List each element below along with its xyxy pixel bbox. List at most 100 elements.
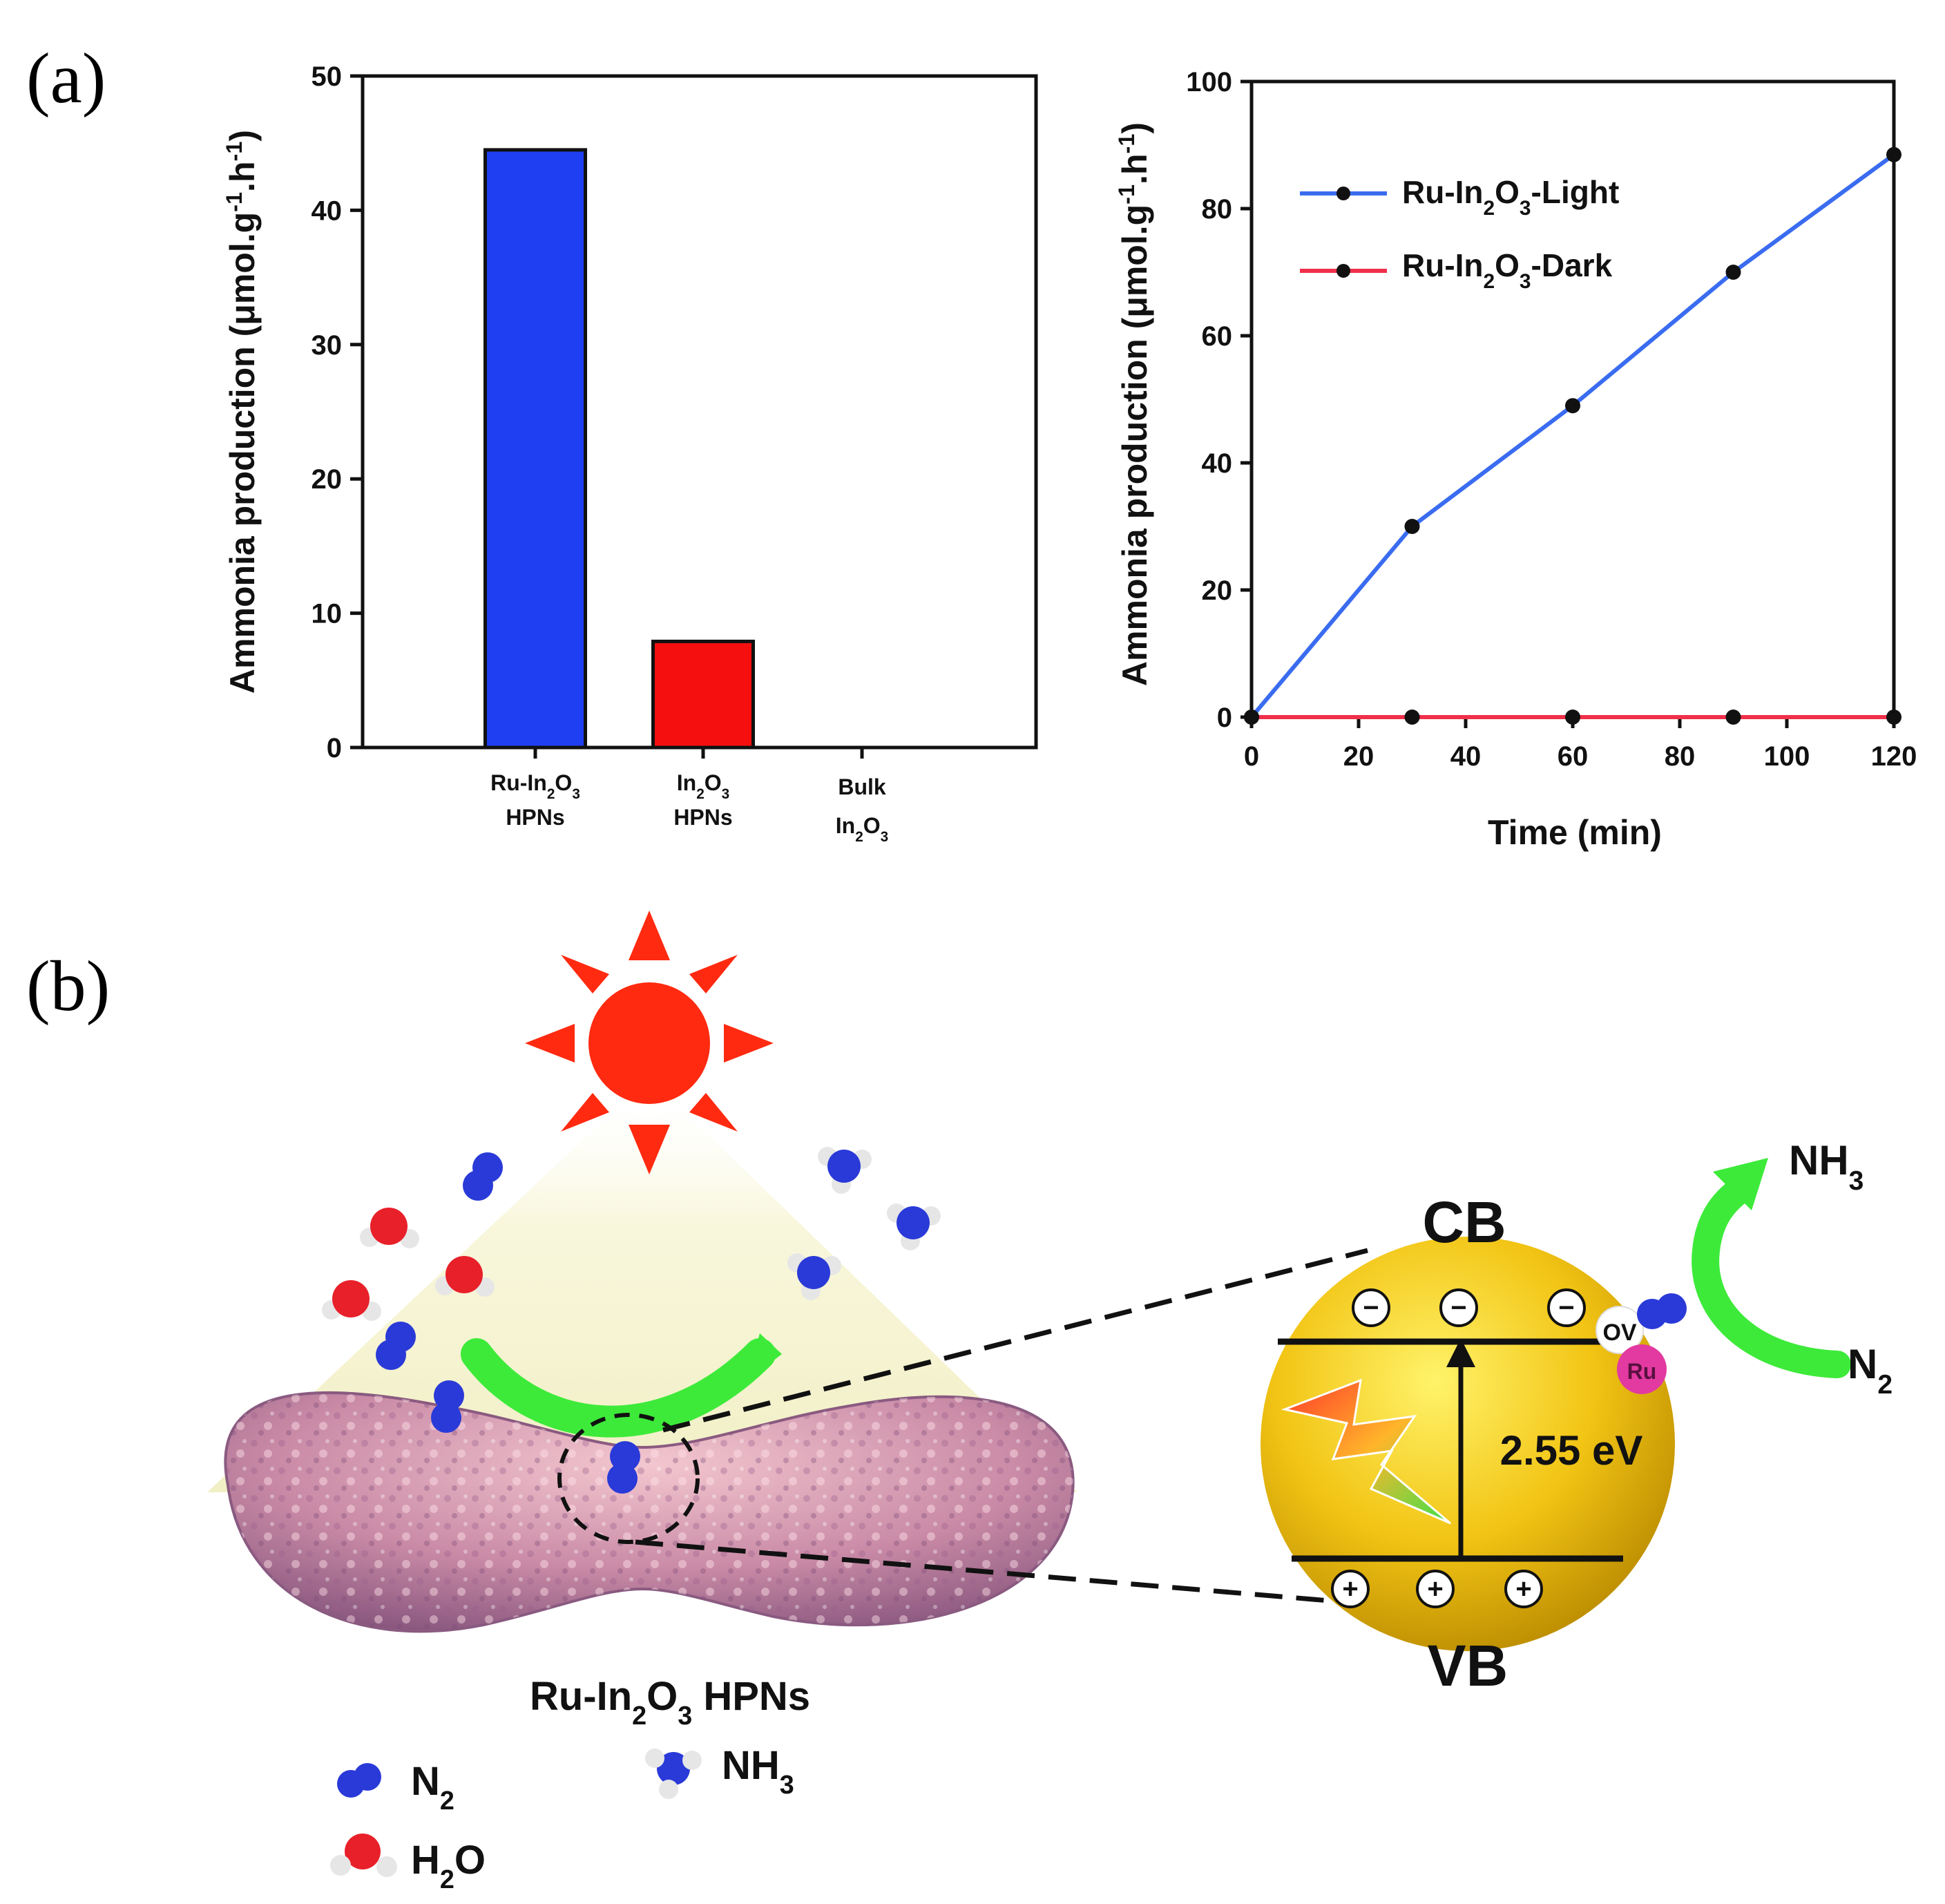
legend-nh3-label: NH3 [722,1743,794,1799]
nh3-molecule-icon [887,1203,941,1250]
legend-n2-icon [337,1763,381,1798]
oxygen-vacancy-marker [1596,1306,1644,1354]
bar-y-tick-label: 40 [312,196,343,226]
bar-bars [483,148,755,750]
ruthenium-label: Ru [1627,1359,1657,1384]
bar [651,639,755,750]
reaction-arc-arrow [461,1338,776,1438]
reactant-label: N2 [1848,1341,1893,1400]
diagram-legend: N2 NH3 H2O [330,1743,794,1894]
legend-n2-label: N2 [411,1759,454,1815]
charges: − − − + + + [1331,1288,1586,1608]
bar-y-axis-title: Ammonia production (μmol.g-1.h-1) [222,130,262,694]
electron-icon: − [1439,1288,1478,1327]
legend-h2o-icon [330,1834,397,1877]
bar-y-ticks: 0 10 20 30 40 50 [312,61,363,763]
line-x-tick-label: 20 [1343,741,1374,772]
h2o-molecule-icon [322,1280,381,1321]
svg-text:+: + [1427,1574,1443,1604]
svg-text:−: − [1450,1293,1466,1323]
n2-molecule-icon [431,1380,464,1433]
line-y-tick-label: 20 [1202,575,1233,606]
adsorbed-n2-icon [1637,1293,1687,1329]
hole-icon: + [1331,1570,1370,1608]
bar-y-tick-label: 10 [312,599,343,629]
svg-text:−: − [1558,1293,1574,1323]
hole-icon: + [1504,1570,1543,1608]
bar-y-tick-label: 0 [327,733,342,763]
line-y-ticks: 0 20 40 60 80 100 [1186,67,1252,733]
bar-category-label: Bulk In2O3 [836,774,888,845]
molecules [322,1147,941,1494]
h2o-molecule-icon [360,1208,419,1248]
line-y-tick-label: 40 [1202,448,1233,479]
bar-category-labels: Ru-In2O3 HPNs In2O3 HPNs Bulk In2O3 [490,748,888,845]
series-point [1886,710,1901,725]
n2-molecule-icon [376,1322,416,1370]
electron-icon: − [1547,1288,1586,1327]
line-x-ticks: 0 20 40 60 80 100 120 [1244,717,1917,772]
legend-label-dark: Ru-In2O3-Dark [1402,247,1613,293]
catalyst-label: Ru-In2O3 HPNs [530,1674,810,1730]
zoom-line-mid [635,1539,1354,1606]
band-sphere [1261,1237,1675,1651]
line-series [1244,146,1901,725]
valence-band-label: VB [1428,1633,1508,1698]
reaction-arc-arrowhead [746,1333,782,1382]
series-line [1249,153,1895,718]
series-point [1565,398,1580,414]
focus-circle [557,1413,700,1544]
series-point [1404,519,1420,534]
series-point [1725,710,1741,725]
panel-label-b: (b) [26,946,110,1026]
legend-h2o-label: H2O [411,1838,486,1894]
zoom-line-top [662,1248,1368,1433]
mechanism-diagram: Ru-In2O3 HPNs − − − + + + CB VB 2.55 eV OV Ru… [207,911,1893,1894]
ruthenium-site [1617,1344,1667,1394]
bar-y-tick-label: 30 [312,330,343,361]
line-y-tick-label: 0 [1217,703,1232,733]
n2-molecule-icon [463,1152,503,1201]
conduction-band-label: CB [1422,1190,1506,1255]
bar-y-tick-label: 20 [312,464,343,495]
bandgap-value: 2.55 eV [1500,1427,1643,1474]
series-point [1565,710,1580,725]
legend-marker-light [1336,187,1350,200]
sun-icon [525,911,774,1174]
panel-label-a: (a) [26,39,106,118]
series-point [1725,265,1741,280]
h2o-molecule-icon [435,1256,495,1297]
line-chart: 0 20 40 60 80 100 0 20 40 60 80 100 120 Ru-In2O3-Li… [1114,67,1917,852]
line-y-axis-title: Ammonia production (μmol.g-1.h-1) [1114,122,1154,686]
oxygen-vacancy-label: OV [1602,1320,1636,1346]
bar-category-label: In2O3 HPNs [673,770,732,830]
legend-marker-dark [1336,264,1350,278]
line-x-tick-label: 60 [1558,741,1589,772]
legend-label-light: Ru-In2O3-Light [1402,174,1619,220]
series-point [1886,146,1901,162]
product-label: NH3 [1789,1137,1863,1196]
bar [483,148,587,750]
series-point [1244,710,1259,725]
bar-chart: 0 10 20 30 40 50 Ru-In2O3 HPNs In2O3 HPNs Bulk In2… [222,61,1038,845]
series-point [1404,710,1420,725]
line-x-tick-label: 40 [1450,741,1482,772]
line-y-tick-label: 60 [1202,321,1233,352]
line-x-tick-label: 80 [1665,741,1696,772]
conversion-arrow [1692,1173,1851,1378]
bar-y-tick-label: 50 [312,61,343,92]
line-x-axis-title: Time (min) [1488,813,1662,852]
n2-molecule-icon [607,1441,640,1494]
catalyst-particle [224,1391,1075,1633]
nh3-molecule-icon [818,1147,872,1194]
line-x-tick-label: 120 [1871,741,1917,772]
line-y-tick-label: 100 [1186,67,1232,97]
svg-text:+: + [1342,1574,1358,1604]
light-cone [207,1078,1077,1492]
bar-category-label: Ru-In2O3 HPNs [490,770,580,830]
hole-icon: + [1416,1570,1455,1608]
electron-icon: − [1352,1288,1390,1327]
nh3-molecule-icon [787,1253,841,1300]
light-bolt-icon [1281,1378,1451,1525]
